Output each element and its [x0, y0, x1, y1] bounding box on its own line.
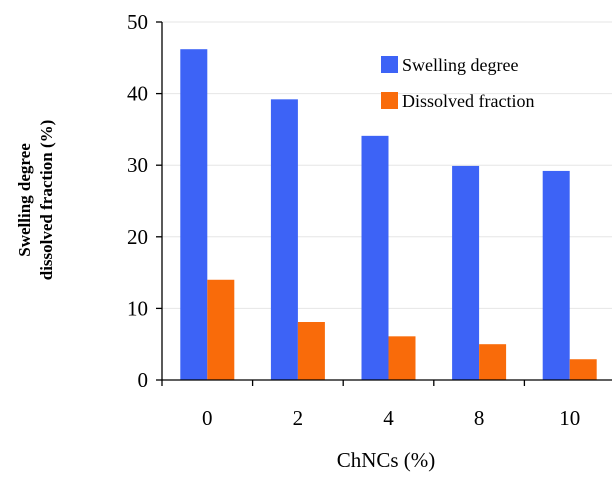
x-axis-title: ChNCs (%) — [337, 448, 436, 472]
y-axis-title-line-2: dissolved fraction (%) — [37, 120, 56, 281]
legend-swatch-swelling — [381, 56, 398, 73]
legend: Swelling degree Dissolved fraction — [381, 55, 534, 111]
bar-swelling-degree-10 — [542, 170, 570, 380]
legend-swatch-dissolved — [381, 92, 398, 109]
axes — [161, 22, 612, 381]
bar-swelling-degree-2 — [270, 99, 298, 380]
y-tick-label-20: 20 — [127, 225, 148, 249]
y-tick-label-10: 10 — [127, 296, 148, 320]
x-tick-label-0: 0 — [202, 406, 213, 430]
legend-label-swelling: Swelling degree — [402, 55, 518, 75]
x-tick-label-8: 8 — [474, 406, 485, 430]
bar-swelling-degree-0 — [180, 49, 208, 380]
legend-label-dissolved: Dissolved fraction — [402, 91, 534, 111]
bars — [180, 49, 597, 380]
bar-swelling-degree-4 — [361, 135, 389, 380]
y-axis-title-line-1: Swelling degree — [15, 143, 34, 257]
bar-dissolved-fraction-10 — [569, 359, 597, 380]
x-tick-label-4: 4 — [383, 406, 394, 430]
bar-dissolved-fraction-4 — [388, 336, 416, 380]
y-tick-label-50: 50 — [127, 10, 148, 34]
x-tick-label-10: 10 — [559, 406, 580, 430]
y-ticks: 0 10 20 30 40 50 — [127, 10, 162, 392]
bar-dissolved-fraction-0 — [207, 279, 235, 380]
y-axis-title: Swelling degree dissolved fraction (%) — [15, 120, 56, 281]
y-tick-label-40: 40 — [127, 82, 148, 106]
y-tick-label-30: 30 — [127, 153, 148, 177]
bar-dissolved-fraction-2 — [297, 322, 325, 380]
x-tick-label-2: 2 — [293, 406, 304, 430]
bar-dissolved-fraction-8 — [479, 344, 507, 380]
x-ticks: 0 2 4 8 10 — [161, 380, 580, 430]
bar-swelling-degree-8 — [452, 165, 480, 380]
y-tick-label-0: 0 — [138, 368, 149, 392]
